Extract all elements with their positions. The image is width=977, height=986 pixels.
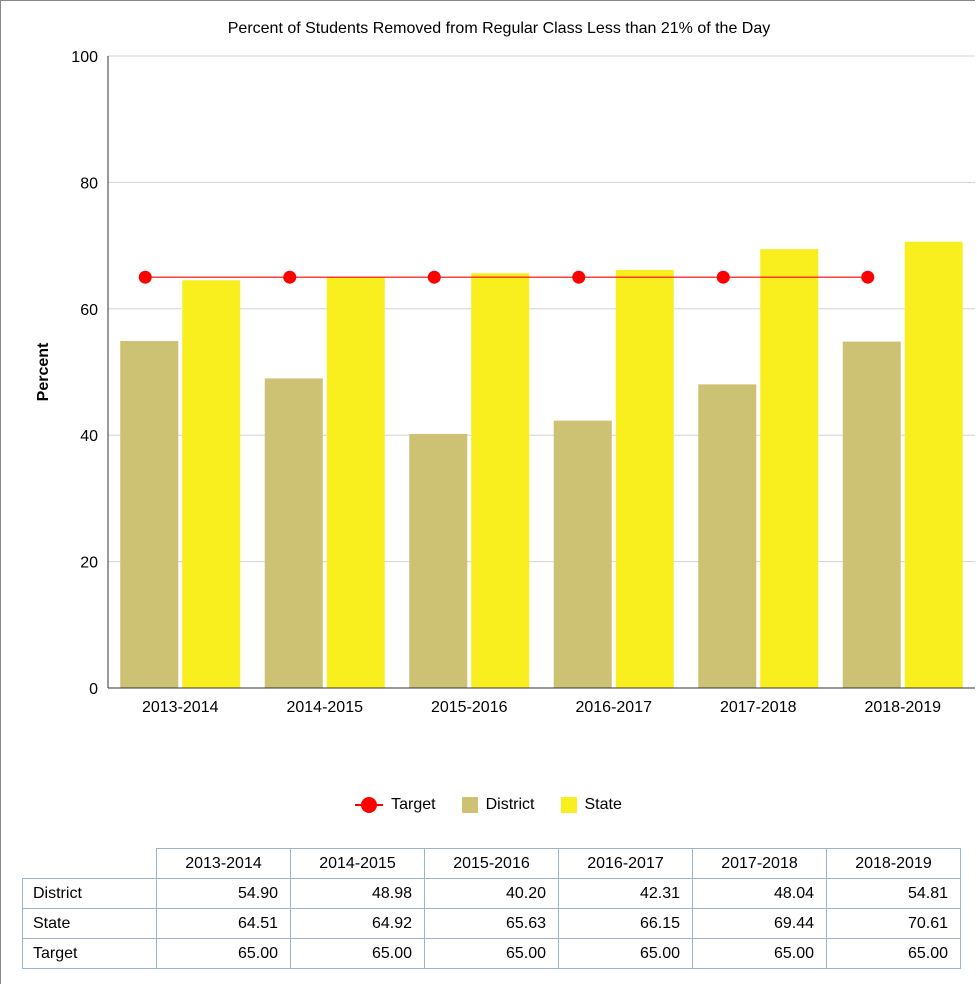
table-header: 2016-2017 (558, 848, 693, 879)
table-row-label: Target (22, 938, 157, 969)
axes (107, 56, 975, 689)
chart-title: Percent of Students Removed from Regular… (228, 20, 771, 37)
legend-label-district: District (485, 796, 535, 813)
table-corner (23, 849, 157, 879)
x-tick-label: 2013-2014 (142, 699, 219, 716)
table-cell: 48.04 (692, 878, 827, 909)
table-header: 2018-2019 (826, 848, 961, 879)
y-tick-label: 20 (80, 555, 98, 572)
legend-item-target[interactable]: Target (355, 796, 436, 814)
bar-state (760, 249, 819, 688)
table-cell: 65.63 (424, 908, 559, 939)
y-tick-label: 100 (71, 49, 98, 66)
bar-state (904, 241, 963, 688)
x-tick-label: 2014-2015 (286, 699, 363, 716)
target-point (283, 270, 297, 284)
legend-target-marker (355, 797, 384, 813)
table-cell: 54.81 (826, 878, 961, 909)
legend-label-target: Target (391, 796, 436, 813)
table-cell: 69.44 (692, 908, 827, 939)
table-header: 2014-2015 (290, 848, 425, 879)
bar-state (615, 269, 674, 688)
target-point (138, 270, 152, 284)
bar-state (182, 280, 241, 688)
bars (120, 241, 963, 688)
legend-item-district[interactable]: District (461, 796, 535, 814)
bar-district (698, 384, 757, 688)
table-cell: 65.00 (692, 938, 827, 969)
table-cell: 42.31 (558, 878, 693, 909)
table-header: 2017-2018 (692, 848, 827, 879)
y-tick-label: 60 (80, 302, 98, 319)
table-cell: 40.20 (424, 878, 559, 909)
legend-district-swatch (461, 797, 478, 813)
table-cell: 65.00 (290, 938, 425, 969)
target-point (716, 270, 730, 284)
x-tick-label: 2017-2018 (720, 699, 797, 716)
table-cell: 66.15 (558, 908, 693, 939)
bar-state (326, 277, 385, 688)
y-axis-label: Percent (35, 342, 52, 401)
legend-label-state: State (584, 796, 622, 813)
x-tick-label: 2016-2017 (575, 699, 652, 716)
table-header-row: 2013-2014 2014-2015 2015-2016 2016-2017 … (23, 848, 961, 879)
tick-labels: 0 20 40 60 80 100 2013-2014 2014-2015 2015-2016 2… (71, 49, 941, 716)
table-cell: 70.61 (826, 908, 961, 939)
bar-state (471, 273, 530, 688)
table-cell: 64.92 (290, 908, 425, 939)
bar-district (553, 420, 612, 688)
bar-district (842, 341, 901, 688)
table-row-label: District (22, 878, 157, 909)
target-series (138, 270, 875, 284)
y-tick-label: 40 (80, 428, 98, 445)
table-row: State 64.51 64.92 65.63 66.15 69.44 70.6… (22, 908, 961, 939)
table-header: 2013-2014 (156, 848, 291, 879)
legend-state-swatch (560, 797, 577, 813)
table-cell: 65.00 (156, 938, 291, 969)
table-row: District 54.90 48.98 40.20 42.31 48.04 5… (22, 878, 961, 909)
grid-lines (108, 55, 975, 563)
table-cell: 48.98 (290, 878, 425, 909)
y-tick-label: 80 (80, 175, 98, 192)
table-row: Target 65.00 65.00 65.00 65.00 65.00 65.… (22, 938, 961, 969)
y-tick-label: 0 (89, 681, 98, 698)
table-header: 2015-2016 (424, 848, 559, 879)
bar-district (264, 378, 323, 688)
target-point (572, 270, 586, 284)
table-cell: 54.90 (156, 878, 291, 909)
legend: Target District State (0, 790, 977, 820)
x-tick-label: 2015-2016 (431, 699, 508, 716)
target-point (427, 270, 441, 284)
legend-item-state[interactable]: State (560, 796, 622, 814)
bar-district (409, 433, 468, 688)
table-cell: 65.00 (826, 938, 961, 969)
data-table: 2013-2014 2014-2015 2015-2016 2016-2017 … (22, 848, 961, 969)
chart-plot: Percent of Students Removed from Regular… (35, 20, 975, 716)
x-tick-label: 2018-2019 (864, 699, 941, 716)
table-row-label: State (22, 908, 157, 939)
table-cell: 64.51 (156, 908, 291, 939)
table-cell: 65.00 (424, 938, 559, 969)
target-point (861, 270, 875, 284)
table-cell: 65.00 (558, 938, 693, 969)
bar-district (120, 341, 179, 688)
